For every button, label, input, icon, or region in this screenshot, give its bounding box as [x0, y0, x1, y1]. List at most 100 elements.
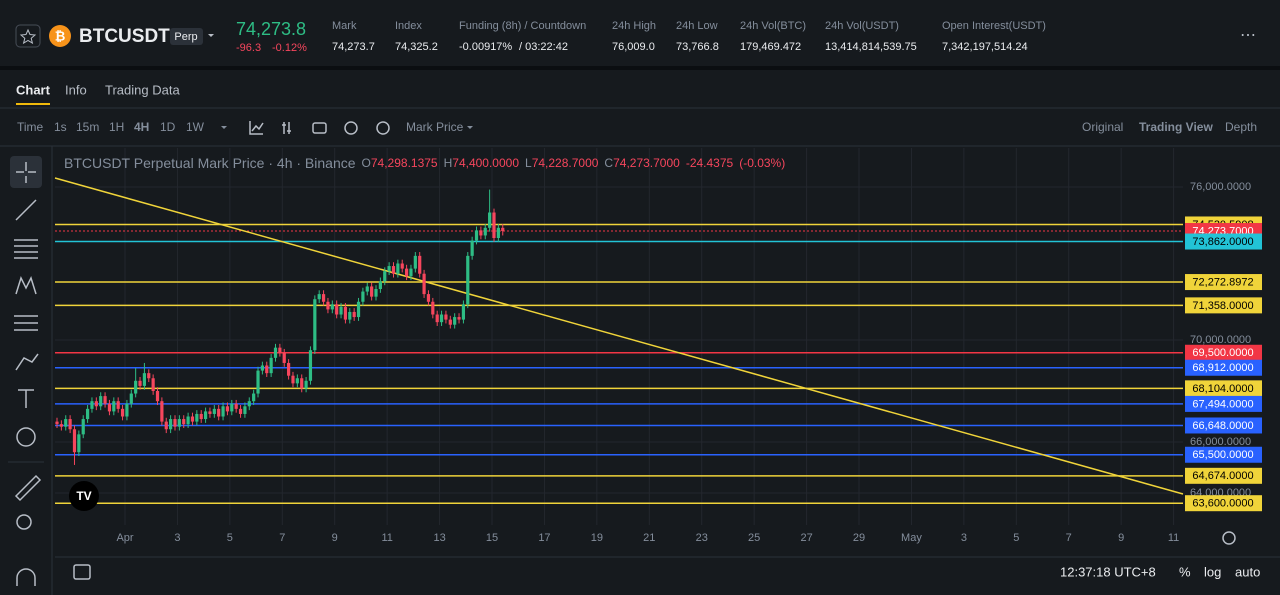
- view[interactable]: Original: [1082, 120, 1123, 134]
- price-level-label: 67,494.0000: [1192, 398, 1253, 410]
- candle-body: [343, 306, 348, 320]
- ruler-tool[interactable]: [14, 474, 42, 502]
- stat-value: 7,342,197,514.24: [942, 41, 1028, 53]
- tab-underline: [16, 103, 50, 105]
- candle-body: [431, 301, 435, 315]
- pattern-tool[interactable]: [15, 276, 37, 295]
- interval[interactable]: 1D: [160, 120, 176, 134]
- candle-body: [370, 286, 374, 297]
- legend-key: H: [444, 156, 453, 170]
- star-icon: [19, 28, 37, 45]
- interval-caret[interactable]: [221, 126, 227, 129]
- chart-legend: BTCUSDT Perpetual Mark Price · 4h · Bina…: [64, 155, 785, 171]
- candle-body: [405, 268, 409, 277]
- candle-body: [501, 227, 505, 232]
- change-pct: -0.12%: [272, 42, 307, 54]
- trend-line[interactable]: [54, 177, 1184, 495]
- auto-toggle[interactable]: auto: [1235, 564, 1260, 579]
- price-level-tag: [1185, 297, 1262, 314]
- view[interactable]: Depth: [1225, 120, 1257, 134]
- price-type-caret[interactable]: [467, 126, 473, 129]
- interval[interactable]: 4H: [134, 120, 149, 134]
- clock: 12:37:18 UTC+8: [1060, 564, 1156, 579]
- price-level-label: 68,912.0000: [1192, 362, 1253, 374]
- candle-body: [321, 294, 326, 302]
- candle-body: [107, 403, 112, 412]
- candle-type-icon[interactable]: [282, 122, 291, 134]
- candle-body: [173, 419, 177, 427]
- axis-settings[interactable]: [1222, 531, 1236, 545]
- x-tick-label: 13: [433, 532, 445, 544]
- tab[interactable]: Trading Data: [105, 82, 180, 97]
- crosshair-tool[interactable]: [16, 162, 36, 183]
- interval[interactable]: 15m: [76, 120, 99, 134]
- emoji-tool[interactable]: [16, 427, 36, 447]
- log-toggle[interactable]: log: [1204, 564, 1221, 579]
- legend-change-pct: (-0.03%): [739, 156, 785, 170]
- zoom-tool[interactable]: [16, 514, 32, 530]
- candle-body: [160, 401, 164, 422]
- price-type[interactable]: Mark Price: [406, 120, 464, 134]
- symbol-caret[interactable]: [208, 34, 214, 37]
- projection-tool[interactable]: [14, 315, 38, 331]
- candle-body: [400, 263, 404, 269]
- candle-body: [203, 411, 208, 420]
- candle-body: [269, 357, 273, 374]
- symbol[interactable]: BTCUSDT: [79, 26, 170, 47]
- date-range-icon[interactable]: [73, 564, 91, 580]
- tab[interactable]: Info: [65, 82, 87, 97]
- candle-body: [243, 406, 247, 414]
- candle-body: [234, 403, 238, 409]
- brush-tool[interactable]: [15, 353, 39, 371]
- line-tool[interactable]: [15, 199, 37, 221]
- candle-body: [116, 401, 120, 409]
- price-level-tag: [1185, 495, 1262, 512]
- candle-body: [99, 396, 103, 407]
- settings-icon[interactable]: [376, 121, 390, 135]
- candle-body: [295, 378, 299, 384]
- candle-body: [496, 227, 500, 239]
- text-tool[interactable]: [18, 389, 34, 408]
- candle-body: [265, 365, 269, 374]
- candle-body: [339, 306, 343, 315]
- stat-label: 24h Vol(USDT): [825, 20, 899, 32]
- magnet-tool[interactable]: [16, 568, 36, 586]
- candle-body: [221, 406, 225, 417]
- price-level-label: 72,272.8972: [1192, 276, 1253, 288]
- indicator-icon[interactable]: [249, 121, 264, 135]
- tab[interactable]: Chart: [16, 82, 51, 97]
- candle-body: [418, 255, 422, 274]
- candle-body: [453, 317, 457, 325]
- candle-body: [90, 401, 94, 409]
- more-menu[interactable]: ⋯: [1240, 27, 1256, 44]
- interval[interactable]: 1H: [109, 120, 124, 134]
- candle-body: [72, 429, 77, 453]
- percent-toggle[interactable]: %: [1179, 564, 1191, 579]
- candle-body: [247, 401, 251, 407]
- candle-body: [225, 406, 230, 412]
- candle-body: [195, 413, 199, 422]
- interval[interactable]: 1W: [186, 120, 205, 134]
- interval[interactable]: 1s: [54, 120, 67, 134]
- snapshot-icon[interactable]: [312, 122, 327, 134]
- price-level-label: 63,600.0000: [1192, 498, 1253, 510]
- add-icon[interactable]: [344, 121, 358, 135]
- price-level-tag: [1185, 446, 1262, 463]
- price-level-label: 73,862.0000: [1192, 236, 1253, 248]
- candle-body: [348, 311, 352, 320]
- interval[interactable]: Time: [17, 120, 44, 134]
- legend-value: 74,228.7000: [532, 156, 599, 170]
- favorite-button[interactable]: [15, 24, 41, 48]
- candle-body: [112, 401, 116, 412]
- y-tick-label: 76,000.0000: [1190, 181, 1251, 193]
- y-tick-label: 70,000.0000: [1190, 334, 1251, 346]
- price-level-label: 69,500.0000: [1192, 347, 1253, 359]
- stat-label: Funding (8h) / Countdown: [459, 20, 586, 32]
- candle-body: [212, 408, 216, 414]
- tv-logo[interactable]: [69, 481, 99, 511]
- stat-value: 73,766.8: [676, 41, 719, 53]
- fib-tool[interactable]: [14, 239, 38, 259]
- price-level-tag: [1185, 233, 1262, 250]
- view[interactable]: Trading View: [1139, 120, 1213, 134]
